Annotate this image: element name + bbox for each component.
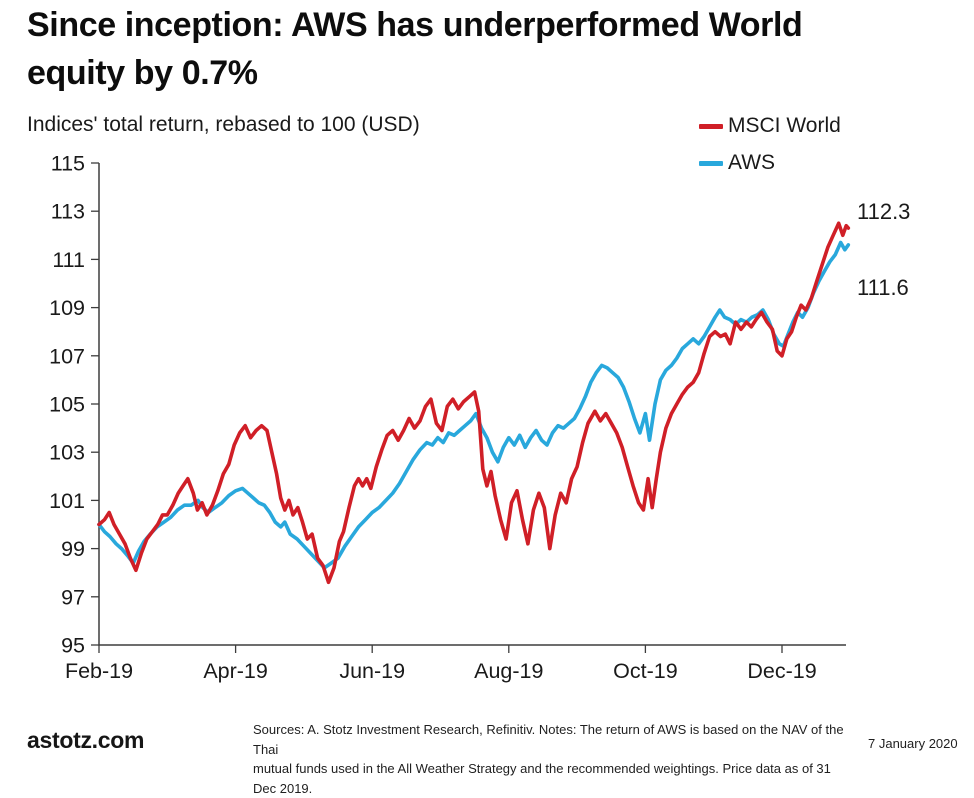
sources-note-line1: Sources: A. Stotz Investment Research, R… — [253, 722, 844, 757]
y-tick-label: 97 — [61, 585, 85, 609]
legend-label-aws: AWS — [728, 151, 776, 174]
sources-note-line2: mutual funds used in the All Weather Str… — [253, 761, 831, 796]
legend: MSCI World AWS — [699, 114, 841, 175]
publication-date: 7 January 2020 — [868, 736, 958, 751]
series-lines — [97, 221, 851, 585]
brand-astotz: astotz.com — [27, 727, 145, 753]
y-tick-label: 115 — [51, 152, 85, 176]
x-tick-label: Apr-19 — [203, 659, 268, 683]
x-axis: Feb-19 Apr-19 Jun-19 Aug-19 Oct-19 Dec-19 — [65, 645, 817, 683]
x-tick-label: Feb-19 — [65, 659, 133, 683]
end-value-label-msci-world: 112.3 — [857, 199, 910, 224]
legend-item-msci-world: MSCI World — [699, 114, 841, 138]
axis-line — [98, 163, 846, 646]
series-line-aws — [97, 240, 851, 570]
y-tick-label: 99 — [61, 537, 85, 561]
end-value-label-aws: 111.6 — [857, 275, 909, 300]
x-tick-label: Jun-19 — [339, 659, 405, 683]
x-tick-label: Oct-19 — [613, 659, 678, 683]
aws-line-swatch — [699, 160, 723, 166]
x-tick-label: Aug-19 — [474, 659, 543, 683]
y-tick-label: 109 — [49, 296, 85, 320]
y-tick-label: 107 — [49, 344, 85, 368]
page-title: Since inception: AWS has underperformed … — [27, 2, 803, 97]
page-title-line2: equity by 0.7% — [27, 53, 258, 92]
legend-item-aws: AWS — [699, 151, 841, 175]
y-tick-label: 101 — [49, 489, 85, 513]
y-tick-label: 113 — [51, 200, 85, 224]
x-tick-label: Dec-19 — [747, 659, 816, 683]
sources-note: Sources: A. Stotz Investment Research, R… — [253, 720, 849, 798]
y-tick-label: 105 — [49, 393, 85, 417]
end-value-labels: 112.3 111.6 — [857, 199, 910, 300]
y-tick-label: 111 — [52, 248, 85, 272]
legend-label-msci-world: MSCI World — [728, 114, 841, 137]
page-title-line1: Since inception: AWS has underperformed … — [27, 6, 803, 44]
price-chart: 115 113 111 109 107 105 103 101 99 97 95 Feb-19 Apr… — [49, 152, 910, 684]
y-axis: 115 113 111 109 107 105 103 101 99 97 95 — [49, 152, 846, 658]
y-tick-label: 95 — [61, 634, 85, 658]
chart-subtitle: Indices' total return, rebased to 100 (U… — [27, 113, 420, 136]
y-tick-label: 103 — [49, 441, 85, 465]
series-line-msci-world — [97, 221, 851, 585]
slide: Since inception: AWS has underperformed … — [27, 2, 958, 796]
msci-world-line-swatch — [699, 123, 723, 129]
